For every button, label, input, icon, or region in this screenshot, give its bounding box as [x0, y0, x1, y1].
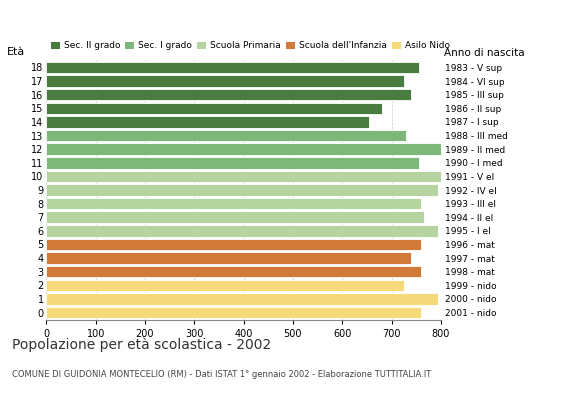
Bar — [46, 212, 423, 223]
Bar — [46, 198, 421, 209]
Text: COMUNE DI GUIDONIA MONTECELIO (RM) - Dati ISTAT 1° gennaio 2002 - Elaborazione T: COMUNE DI GUIDONIA MONTECELIO (RM) - Dat… — [12, 370, 431, 379]
Bar — [46, 143, 441, 155]
Bar — [46, 89, 411, 100]
Text: Popolazione per età scolastica - 2002: Popolazione per età scolastica - 2002 — [12, 338, 271, 352]
Bar — [46, 171, 441, 182]
Bar — [46, 130, 406, 141]
Bar — [46, 184, 438, 196]
Bar — [46, 252, 411, 264]
Bar — [46, 102, 382, 114]
Bar — [46, 280, 404, 291]
Bar — [46, 157, 419, 168]
Text: Anno di nascita: Anno di nascita — [444, 48, 524, 58]
Text: Età: Età — [7, 47, 25, 57]
Bar — [46, 293, 438, 305]
Bar — [46, 266, 421, 278]
Bar — [46, 307, 421, 318]
Bar — [46, 225, 438, 237]
Legend: Sec. II grado, Sec. I grado, Scuola Primaria, Scuola dell'Infanzia, Asilo Nido: Sec. II grado, Sec. I grado, Scuola Prim… — [51, 41, 450, 50]
Bar — [46, 75, 404, 87]
Bar — [46, 116, 369, 128]
Bar — [46, 239, 421, 250]
Bar — [46, 62, 419, 73]
